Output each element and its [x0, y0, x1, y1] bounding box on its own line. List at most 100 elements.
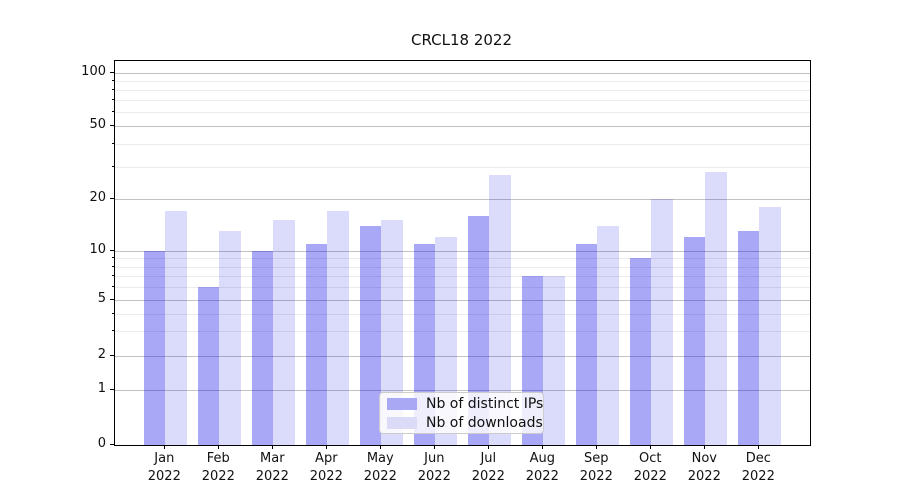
minor-gridline	[115, 143, 810, 145]
y-tick-label: 10	[89, 242, 106, 257]
bar-downloads	[651, 198, 673, 445]
y-axis-minor-tick	[111, 330, 114, 332]
minor-gridline	[115, 287, 810, 289]
x-axis-tick	[272, 445, 274, 449]
x-axis-tick	[326, 445, 328, 449]
y-axis-tick	[110, 72, 114, 73]
minor-gridline	[115, 166, 810, 168]
bar-downloads	[327, 210, 349, 445]
x-axis-tick	[434, 445, 436, 449]
bar-downloads	[597, 225, 619, 445]
bar-distinct-ips	[575, 243, 598, 445]
minor-gridline	[115, 81, 810, 83]
x-tick-label: Oct 2022	[633, 451, 667, 484]
bar-distinct-ips	[197, 287, 220, 445]
x-tick-label: Feb 2022	[201, 451, 235, 484]
y-axis-minor-tick	[111, 80, 114, 82]
y-axis-tick	[110, 444, 114, 445]
y-axis-tick	[110, 197, 114, 199]
bar-distinct-ips	[629, 258, 652, 445]
bar-downloads	[543, 276, 565, 445]
y-axis-minor-tick	[111, 142, 114, 144]
y-axis-minor-tick	[111, 257, 114, 259]
legend-swatch-distinct-ips	[387, 397, 417, 410]
bar-downloads	[381, 220, 403, 445]
legend-label: Nb of downloads	[426, 414, 543, 431]
legend-item-downloads: Nb of downloads	[380, 415, 543, 431]
bar-distinct-ips	[251, 251, 274, 445]
y-tick-label: 50	[89, 117, 106, 132]
minor-gridline	[115, 258, 810, 260]
x-tick-label: Jan 2022	[147, 451, 181, 484]
y-axis-minor-tick	[111, 275, 114, 277]
x-axis-tick	[596, 445, 598, 449]
minor-gridline	[115, 100, 810, 102]
y-tick-label: 20	[89, 189, 106, 205]
x-tick-label: Jul 2022	[471, 451, 505, 484]
y-tick-label: 1	[97, 381, 106, 396]
minor-gridline	[115, 266, 810, 268]
bar-downloads	[165, 210, 187, 445]
y-axis-minor-tick	[111, 286, 114, 288]
legend-item-distinct-ips: Nb of distinct IPs	[380, 396, 543, 412]
y-axis-tick	[110, 299, 114, 300]
chart-title: CRCL18 2022	[410, 31, 512, 49]
bar-downloads	[219, 231, 241, 445]
y-axis-minor-tick	[111, 312, 114, 314]
major-gridline	[115, 390, 810, 391]
y-axis-minor-tick	[111, 89, 114, 91]
y-axis-tick	[110, 355, 114, 356]
x-axis-tick	[650, 445, 652, 449]
legend-label: Nb of distinct IPs	[426, 395, 544, 412]
y-tick-label: 0	[97, 436, 106, 451]
x-tick-label: Apr 2022	[309, 451, 343, 484]
major-gridline	[115, 356, 810, 357]
bar-distinct-ips	[467, 215, 490, 445]
major-gridline	[115, 73, 810, 74]
major-gridline	[115, 251, 810, 252]
x-axis-tick	[758, 445, 760, 449]
x-tick-label: Nov 2022	[687, 451, 721, 484]
legend: Nb of distinct IPs Nb of downloads	[379, 392, 544, 434]
bar-distinct-ips	[359, 225, 382, 445]
x-tick-label: Sep 2022	[579, 451, 613, 484]
bar-distinct-ips	[305, 243, 328, 445]
bar-distinct-ips	[737, 231, 760, 445]
minor-gridline	[115, 331, 810, 333]
minor-gridline	[115, 90, 810, 92]
y-axis-minor-tick	[111, 111, 114, 113]
bar-downloads	[489, 174, 511, 445]
x-axis-tick	[488, 445, 490, 449]
x-tick-label: Jun 2022	[417, 451, 451, 484]
bar-distinct-ips	[683, 237, 706, 445]
bar-downloads	[705, 172, 727, 445]
y-axis-minor-tick	[111, 99, 114, 101]
x-axis-tick	[542, 445, 544, 449]
y-axis-minor-tick	[111, 265, 114, 267]
y-tick-label: 2	[97, 347, 106, 362]
legend-swatch-downloads	[387, 416, 417, 429]
bar-downloads	[759, 206, 781, 445]
y-axis-tick	[110, 125, 114, 126]
y-axis-tick	[110, 389, 114, 390]
plot-area	[114, 60, 811, 446]
y-axis-tick	[110, 250, 114, 251]
y-axis-minor-tick	[111, 165, 114, 167]
x-tick-label: Aug 2022	[525, 451, 559, 484]
x-tick-label: May 2022	[363, 451, 397, 484]
y-tick-label: 100	[81, 64, 106, 79]
x-tick-label: Dec 2022	[741, 451, 775, 484]
major-gridline	[115, 126, 810, 127]
minor-gridline	[115, 276, 810, 278]
x-axis-tick	[218, 445, 220, 449]
minor-gridline	[115, 313, 810, 315]
bar-distinct-ips	[143, 251, 166, 445]
major-gridline	[115, 198, 810, 200]
x-axis-tick	[704, 445, 706, 449]
x-tick-label: Mar 2022	[255, 451, 289, 484]
x-axis-tick	[164, 445, 166, 449]
major-gridline	[115, 300, 810, 301]
bar-downloads	[273, 220, 295, 445]
y-tick-label: 5	[97, 291, 106, 306]
